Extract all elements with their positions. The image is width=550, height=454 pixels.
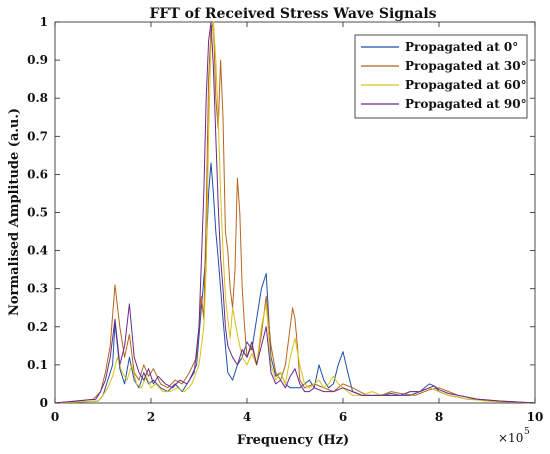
series-line-1 xyxy=(54,21,536,404)
y-tick-label: 0.5 xyxy=(27,206,48,220)
y-tick-label: 0.8 xyxy=(27,91,48,105)
x-multiplier-base: ×10 xyxy=(498,431,523,445)
x-tick-label: 10 xyxy=(527,410,544,424)
y-tick-label: 0 xyxy=(40,396,48,410)
series-line-3 xyxy=(54,21,536,404)
y-tick-label: 1 xyxy=(40,15,48,29)
legend: Propagated at 0° Propagated at 30° Propaga… xyxy=(354,34,528,119)
x-tick-label: 2 xyxy=(147,410,155,424)
ticks-layer: 0 2 4 6 8 10 0 0.1 0.2 0.3 0.4 0.5 0.6 0.7 0.8 0.9 1 xyxy=(27,15,543,424)
y-tick-label: 0.3 xyxy=(27,282,48,296)
x-tick-label: 6 xyxy=(339,410,347,424)
y-tick-label: 0.1 xyxy=(27,358,48,372)
x-tick-label: 8 xyxy=(435,410,443,424)
y-tick-label: 0.2 xyxy=(27,320,48,334)
x-multiplier-exponent: 5 xyxy=(524,427,530,437)
x-tick-label: 4 xyxy=(243,410,251,424)
x-axis-multiplier: ×10 5 xyxy=(498,427,530,445)
legend-entry-1: Propagated at 30° xyxy=(405,59,527,73)
legend-entry-2: Propagated at 60° xyxy=(405,78,527,92)
chart-title: FFT of Received Stress Wave Signals xyxy=(149,6,436,22)
legend-entry-0: Propagated at 0° xyxy=(405,40,518,54)
x-axis-label: Frequency (Hz) xyxy=(237,433,349,448)
y-tick-label: 0.4 xyxy=(27,244,48,258)
y-tick-label: 0.7 xyxy=(27,129,48,143)
series-layer xyxy=(54,21,536,404)
legend-entry-3: Propagated at 90° xyxy=(405,97,527,111)
x-tick-label: 0 xyxy=(51,410,59,424)
y-tick-label: 0.6 xyxy=(27,167,48,181)
y-axis-label: Normalised Amplitude (a.u.) xyxy=(7,108,22,316)
series-line-0 xyxy=(54,162,536,404)
y-tick-label: 0.9 xyxy=(27,53,48,67)
